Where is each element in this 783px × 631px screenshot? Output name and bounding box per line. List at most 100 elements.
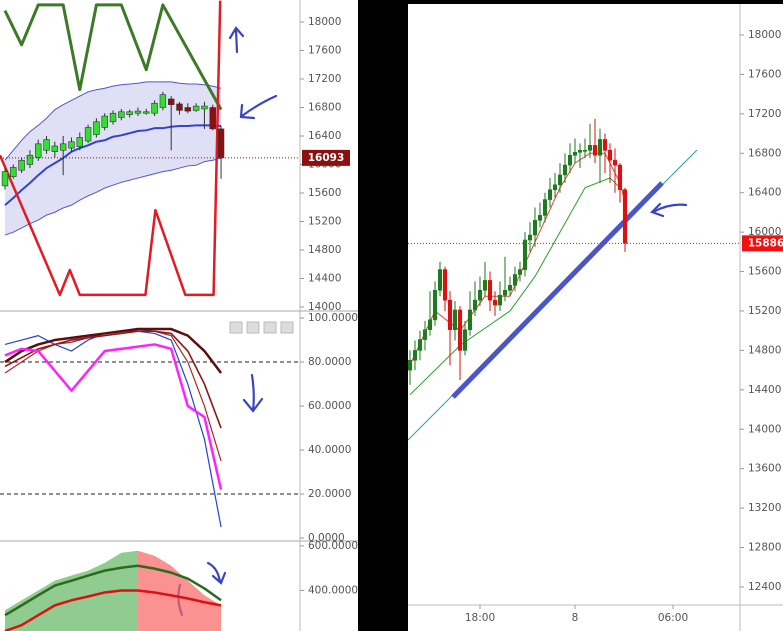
candle-body [602, 139, 608, 151]
x-tick-label: 18:00 [465, 612, 495, 624]
candle-body [552, 184, 558, 191]
y-tick-label: 80.0000 [308, 356, 351, 368]
y-tick-label: 15200 [308, 216, 341, 228]
button[interactable] [229, 321, 243, 334]
candle-body [35, 143, 42, 158]
candle-body [557, 174, 563, 186]
candle-body [10, 167, 17, 177]
plot [4, 550, 222, 631]
line [4, 343, 223, 490]
y-tick-label: 14000 [748, 423, 781, 435]
candle-body [622, 189, 628, 244]
candle-body [522, 239, 528, 270]
line [4, 327, 223, 374]
y-tick-label: 18000 [748, 29, 781, 41]
candle-body [517, 269, 523, 275]
arrow [650, 202, 688, 218]
candle-body [442, 269, 448, 301]
button[interactable] [246, 321, 260, 334]
candle-body [467, 309, 473, 331]
candle-body [482, 280, 488, 291]
candle-body [542, 199, 548, 216]
candle-body [209, 107, 216, 130]
button[interactable] [280, 321, 294, 334]
candle-body [577, 150, 583, 153]
candle-body [512, 274, 518, 286]
y-tick-label: 13600 [748, 463, 781, 475]
x-tick-label: 8 [572, 612, 579, 624]
line [0, 0, 222, 297]
arrow [242, 373, 264, 413]
candle-body [59, 143, 67, 151]
x-tick-label: 06:00 [658, 612, 688, 624]
y-tick-label: 16400 [308, 130, 341, 142]
candle-body [126, 111, 133, 115]
y-tick-label: 14400 [748, 384, 781, 396]
line [409, 177, 626, 396]
candle-body [134, 110, 142, 114]
pane-buttons[interactable] [229, 321, 294, 334]
candle-body [472, 299, 478, 311]
y-tick-label: 16000 [748, 226, 781, 238]
y-tick-label: 600.0000 [308, 540, 358, 552]
candle-body [18, 159, 25, 171]
candle-body [537, 215, 543, 221]
last-price-box [302, 149, 350, 166]
y-tick-label: 14800 [748, 344, 781, 356]
y-tick-label: 40.0000 [308, 444, 351, 456]
candle-body [43, 139, 50, 151]
candle-body [1, 171, 9, 187]
button[interactable] [263, 321, 277, 334]
plot [0, 327, 300, 528]
line [4, 124, 222, 206]
y-tick-label: 16800 [308, 102, 341, 114]
y-tick-label: 60.0000 [308, 400, 351, 412]
y-tick-label: 0.0000 [308, 532, 345, 544]
candle-body [547, 189, 553, 200]
candle-body [607, 150, 613, 161]
y-tick-label: 12400 [748, 581, 781, 593]
arrow [228, 26, 245, 54]
candle-body [422, 329, 428, 340]
candle-body [492, 299, 498, 306]
y-tick-label: 16800 [748, 147, 781, 159]
right-panel [408, 4, 783, 631]
candle-body [159, 94, 167, 108]
candle-body [408, 359, 413, 371]
candle-body [592, 145, 598, 156]
candle-body [51, 145, 59, 152]
plot [408, 118, 698, 441]
candle-body [101, 115, 108, 128]
last-price-box [742, 235, 783, 252]
candle-body [68, 141, 75, 149]
last-price-label: 16093 [308, 152, 345, 164]
y-tick-label: 17200 [748, 108, 781, 120]
arrow [239, 94, 278, 120]
line [4, 330, 222, 429]
candle-body [527, 234, 533, 241]
candle-body [572, 151, 578, 156]
y-tick-label: 15600 [748, 266, 781, 278]
candle-body [562, 164, 568, 176]
line [4, 157, 222, 236]
y-tick-label: 17600 [748, 68, 781, 80]
candle-body [184, 107, 192, 112]
y-tick-label: 17600 [308, 45, 341, 57]
y-tick-label: 14800 [308, 244, 341, 256]
candle-body [26, 154, 34, 165]
candle-body [427, 319, 433, 331]
candle-body [477, 289, 483, 301]
candle-body [597, 139, 603, 156]
y-tick-label: 15200 [748, 305, 781, 317]
candle-body [532, 219, 538, 236]
candle-body [502, 289, 508, 296]
y-tick-label: 17200 [308, 73, 341, 85]
arrow [206, 561, 227, 585]
line [3, 3, 223, 111]
band-fill [4, 81, 222, 236]
candle-body [487, 280, 493, 301]
candle-body [76, 137, 83, 147]
candle-body [217, 128, 225, 159]
candle-body [118, 111, 125, 118]
